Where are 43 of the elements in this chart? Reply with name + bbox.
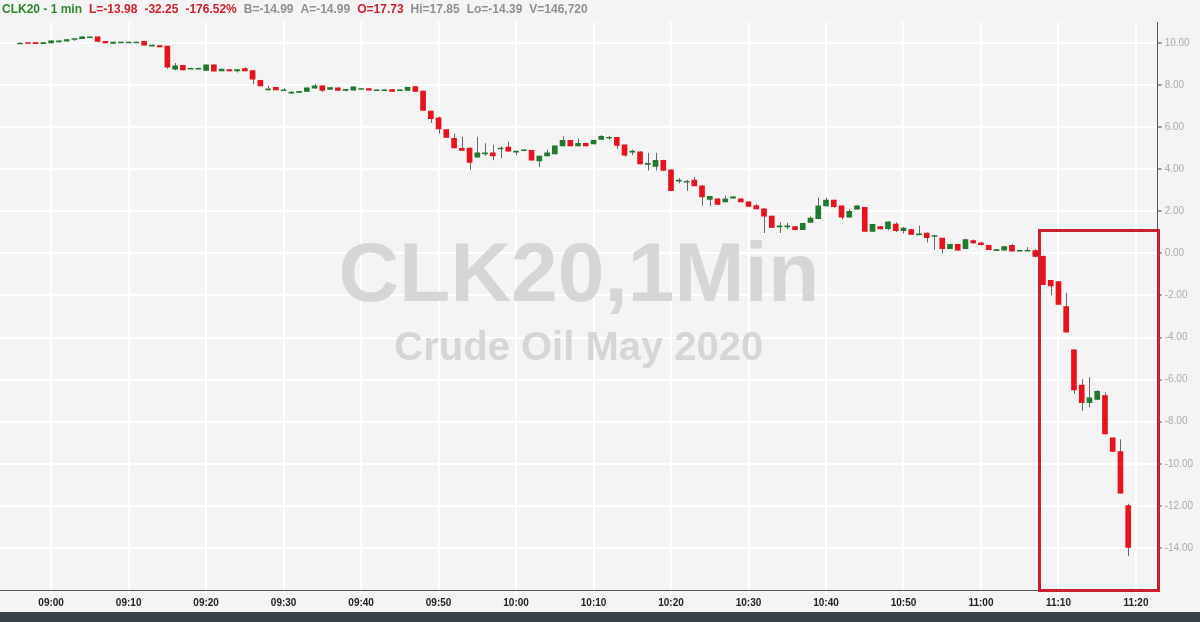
y-tick-label: 0.00 <box>1164 247 1185 259</box>
x-tick-label: 10:10 <box>580 596 607 608</box>
x-tick-label: 11:10 <box>1045 596 1072 608</box>
y-tick-label: -6.00 <box>1164 373 1188 385</box>
text: Hi=17.85 <box>410 2 460 16</box>
x-tick-label: 10:00 <box>503 596 530 608</box>
x-tick-label: 09:40 <box>348 596 375 608</box>
y-tick-label: -2.00 <box>1164 289 1188 301</box>
candlestick <box>761 207 767 234</box>
y-tick-label: -8.00 <box>1164 415 1188 427</box>
text: Lo=-14.39 <box>466 2 523 16</box>
candlestick <box>1078 378 1085 412</box>
x-tick-label: 10:30 <box>735 596 762 608</box>
y-tick-label: 2.00 <box>1164 205 1185 217</box>
x-tick-label: 11:00 <box>968 596 994 608</box>
text: O=17.73 <box>357 2 404 16</box>
text: L=-13.98 <box>89 2 138 16</box>
y-tick-label: -10.00 <box>1164 457 1194 469</box>
y-tick-label: 4.00 <box>1164 163 1185 175</box>
x-tick-label: 09:00 <box>38 596 65 608</box>
text: CLK20 - 1 min <box>2 2 83 16</box>
x-tick-label: 10:40 <box>813 596 840 608</box>
y-tick-label: -4.00 <box>1164 331 1188 343</box>
x-tick-label: 09:20 <box>193 596 220 608</box>
x-tick-label: 09:30 <box>270 596 297 608</box>
y-tick-label: 10.00 <box>1164 36 1191 48</box>
x-tick-label: 10:20 <box>658 596 685 608</box>
x-tick-label: 09:10 <box>115 596 142 608</box>
x-tick-label: 10:50 <box>890 596 917 608</box>
candlestick <box>1055 280 1062 306</box>
y-tick-label: -12.00 <box>1164 499 1194 511</box>
y-tick-label: -14.00 <box>1164 541 1194 553</box>
candlestick <box>699 184 705 207</box>
candlestick <box>1086 376 1093 408</box>
x-tick-label: 11:20 <box>1123 596 1149 608</box>
text: -176.52% <box>185 2 237 16</box>
x-tick-label: 09:50 <box>425 596 452 608</box>
text: -32.25 <box>144 2 179 16</box>
y-tick-label: 8.00 <box>1164 78 1185 90</box>
y-tick-label: 6.00 <box>1164 120 1185 132</box>
text: A=-14.99 <box>300 2 351 16</box>
text: V=146,720 <box>529 2 588 16</box>
text: B=-14.99 <box>243 2 294 16</box>
